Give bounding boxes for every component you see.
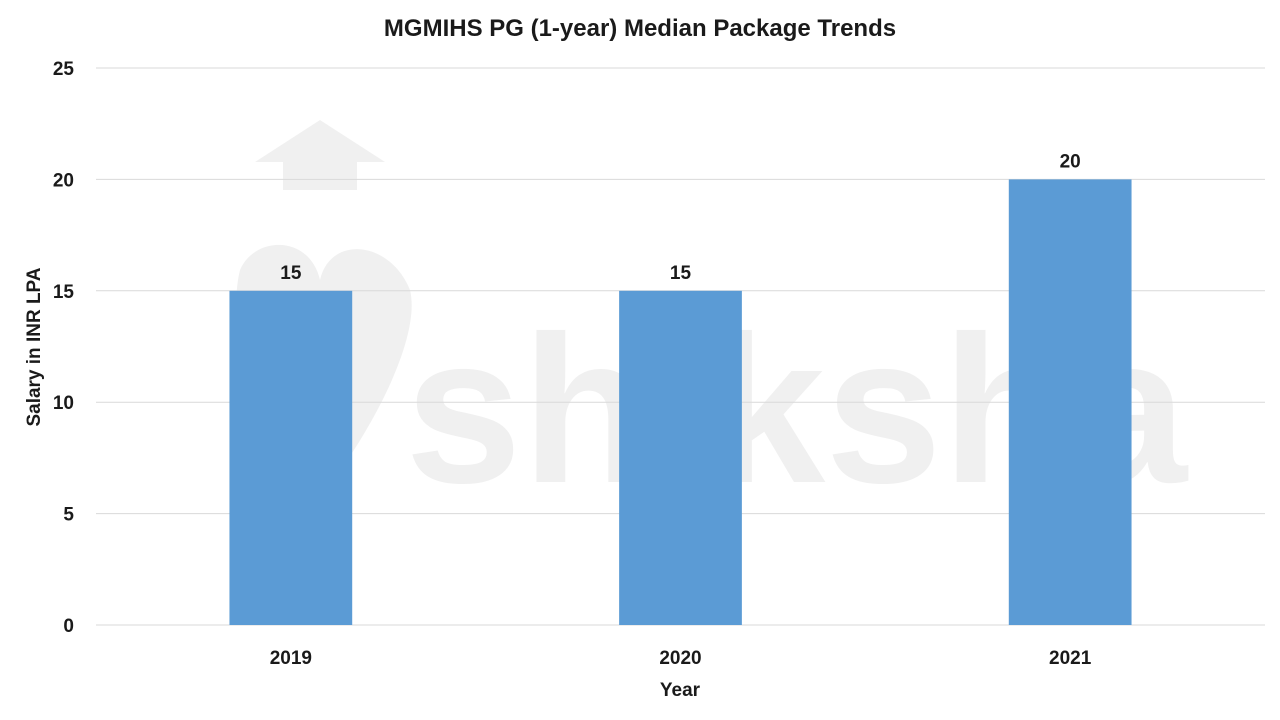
- x-tick-label: 2021: [1049, 648, 1092, 669]
- y-axis-ticks: 0 5 10 15 20 25: [53, 59, 75, 637]
- data-label: 15: [670, 263, 692, 284]
- bar-2019: [229, 290, 353, 625]
- y-tick-label: 20: [53, 170, 74, 191]
- x-tick-label: 2019: [270, 648, 312, 669]
- chart-title: MGMIHS PG (1-year) Median Package Trends: [384, 15, 896, 42]
- bar-2020: [619, 290, 742, 625]
- data-labels: 15 15 20: [280, 151, 1080, 283]
- y-tick-label: 0: [63, 616, 74, 637]
- y-tick-label: 15: [53, 282, 75, 303]
- y-tick-label: 25: [53, 59, 75, 80]
- bar-2021: [1008, 179, 1132, 625]
- data-label: 20: [1060, 151, 1081, 172]
- y-tick-label: 10: [53, 393, 74, 414]
- y-tick-label: 5: [63, 505, 74, 526]
- x-tick-label: 2020: [659, 648, 701, 669]
- x-axis-label: Year: [660, 680, 701, 701]
- x-axis-ticks: 2019 2020 2021: [270, 648, 1092, 669]
- y-axis-label: Salary in INR LPA: [24, 267, 45, 426]
- data-label: 15: [280, 263, 302, 284]
- bars: [229, 179, 1132, 625]
